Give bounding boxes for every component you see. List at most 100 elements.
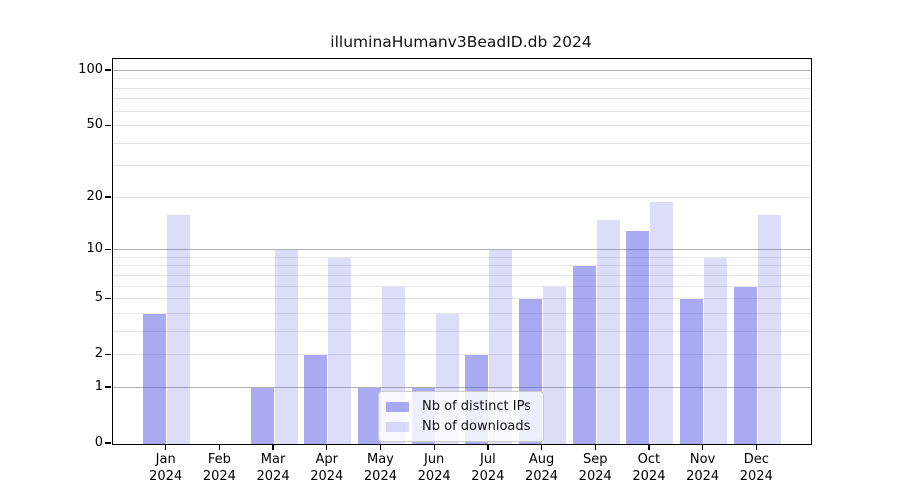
x-tick-year: 2024 [739, 468, 773, 484]
gridline-minor [113, 274, 811, 276]
bar-distinct-ips [250, 387, 274, 444]
x-tick-month: Dec [743, 452, 769, 467]
x-tick-month: Feb [207, 452, 231, 467]
y-tick-mark [105, 386, 111, 388]
y-tick-label: 50 [86, 117, 103, 133]
gridline-minor [113, 196, 811, 198]
x-tick-mark [272, 444, 274, 450]
x-tick-label: Dec 2024 [721, 452, 791, 485]
bar-distinct-ips [357, 387, 381, 444]
x-tick-month: Apr [315, 452, 339, 467]
x-tick-mark [702, 444, 704, 450]
x-tick-month: Mar [260, 452, 286, 467]
bar-downloads [650, 201, 674, 444]
gridline-minor [113, 312, 811, 314]
x-tick-month: Jun [423, 452, 445, 467]
chart-title: illuminaHumanv3BeadID.db 2024 [330, 33, 592, 51]
x-tick-label: Jul 2024 [453, 452, 523, 485]
legend-item-downloads: Nb of downloads [386, 419, 531, 434]
x-tick-month: Sep [582, 452, 608, 467]
x-tick-month: May [367, 452, 394, 467]
x-tick-mark [755, 444, 757, 450]
x-tick-label: May 2024 [345, 452, 415, 485]
y-tick-mark [105, 69, 111, 71]
y-tick-label: 1 [94, 378, 103, 394]
x-tick-year: 2024 [202, 468, 236, 484]
gridline-minor [113, 285, 811, 287]
x-tick-label: Jan 2024 [131, 452, 201, 485]
x-tick-label: Nov 2024 [668, 452, 738, 485]
gridline-minor [113, 165, 811, 167]
x-tick-year: 2024 [578, 468, 612, 484]
plot-area: Nb of distinct IPs Nb of downloads [112, 58, 812, 445]
x-tick-mark [379, 444, 382, 450]
x-tick-label: Feb 2024 [184, 452, 254, 485]
y-tick-label: 20 [86, 188, 103, 204]
bar-distinct-ips [733, 286, 757, 444]
gridline-minor [113, 354, 811, 356]
bar-distinct-ips [626, 230, 650, 444]
bar-distinct-ips [304, 355, 328, 444]
gridline-minor [113, 110, 811, 112]
x-tick-month: Aug [528, 452, 555, 467]
x-tick-label: Jun 2024 [399, 452, 469, 485]
gridline-minor [113, 142, 811, 144]
bar-distinct-ips [143, 313, 167, 444]
y-tick-label: 2 [94, 346, 103, 362]
x-tick-month: Nov [689, 452, 716, 467]
x-tick-year: 2024 [256, 468, 290, 484]
gridline-minor [113, 256, 811, 258]
bar-downloads [274, 250, 298, 444]
x-tick-mark [433, 444, 435, 450]
bar-downloads [543, 286, 567, 444]
x-tick-mark [165, 444, 167, 450]
bar-downloads [167, 214, 191, 444]
gridline-major [113, 386, 811, 388]
x-tick-mark [487, 444, 489, 450]
x-tick-year: 2024 [524, 468, 559, 484]
gridline-minor [113, 78, 811, 80]
bar-downloads [704, 257, 728, 444]
bar-distinct-ips [572, 266, 596, 444]
y-tick-label: 5 [94, 290, 103, 306]
x-tick-year: 2024 [149, 468, 183, 484]
x-tick-year: 2024 [310, 468, 344, 484]
gridline-minor [113, 98, 811, 100]
x-tick-mark [326, 444, 328, 450]
x-tick-year: 2024 [471, 468, 505, 484]
y-tick-label: 100 [78, 61, 103, 77]
bar-downloads [596, 219, 620, 444]
gridline-minor [113, 87, 811, 89]
x-tick-month: Jan [155, 452, 176, 467]
legend-swatch-distinct-ips [386, 401, 409, 412]
x-tick-mark [648, 444, 650, 450]
y-tick-mark [105, 353, 111, 355]
y-tick-mark [105, 248, 111, 250]
legend-item-distinct-ips: Nb of distinct IPs [386, 399, 531, 414]
y-tick-mark [105, 297, 111, 299]
x-tick-label: Sep 2024 [560, 452, 630, 485]
gridline-minor [113, 125, 811, 127]
x-tick-year: 2024 [363, 468, 397, 484]
x-tick-label: Aug 2024 [507, 452, 577, 485]
y-tick-mark [105, 196, 111, 198]
gridline-minor [113, 265, 811, 267]
bar-distinct-ips [680, 299, 704, 444]
y-tick-mark [105, 442, 111, 444]
gridline-minor [113, 298, 811, 300]
gridline-major [113, 249, 811, 251]
y-tick-label: 0 [94, 435, 103, 450]
y-tick-label: 10 [86, 241, 103, 257]
legend-label-distinct-ips: Nb of distinct IPs [422, 399, 531, 414]
x-tick-mark [218, 444, 221, 450]
x-tick-mark [594, 444, 596, 450]
y-tick-mark [105, 124, 111, 126]
x-tick-year: 2024 [632, 468, 666, 484]
gridline-major [113, 69, 811, 71]
bar-downloads [757, 214, 781, 444]
gridline-minor [113, 330, 811, 332]
bar-downloads [328, 257, 352, 444]
x-tick-label: Apr 2024 [292, 452, 362, 485]
x-tick-label: Oct 2024 [614, 452, 684, 485]
x-tick-label: Mar 2024 [238, 452, 308, 485]
